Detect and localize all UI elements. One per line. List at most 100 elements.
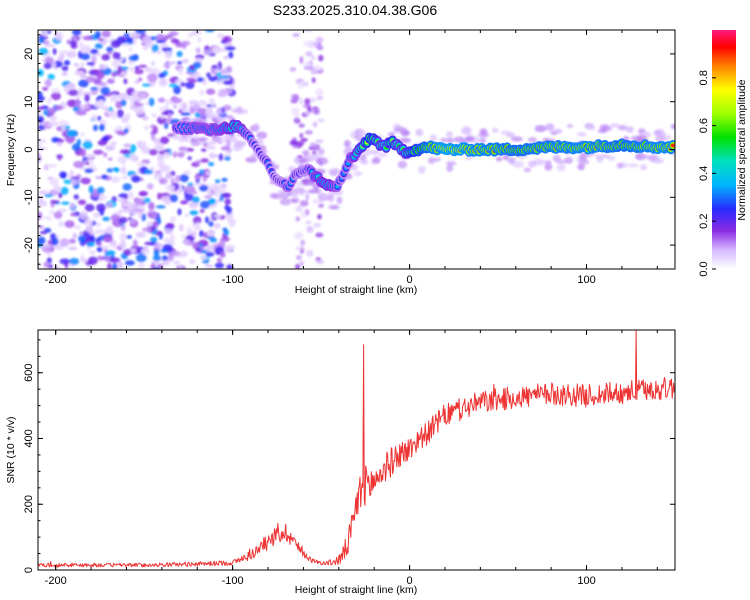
noise-speckle (78, 40, 84, 50)
noise-speckle (70, 178, 78, 186)
noise-speckle (224, 46, 236, 51)
halo-speckle (534, 125, 547, 133)
noise-speckle (152, 125, 158, 135)
noise-band-speckle (305, 220, 312, 225)
noise-speckle (208, 204, 217, 209)
noise-speckle (117, 198, 128, 203)
noise-speckle (70, 212, 77, 217)
noise-speckle (186, 227, 192, 236)
noise-speckle (78, 79, 89, 88)
noise-speckle (72, 232, 78, 239)
noise-speckle (38, 111, 42, 117)
snr-frame (37, 329, 676, 571)
noise-speckle (57, 154, 62, 161)
noise-speckle (120, 99, 127, 107)
noise-speckle (59, 238, 70, 247)
noise-speckle (164, 122, 169, 130)
halo-speckle (321, 194, 329, 199)
noise-speckle (110, 242, 118, 249)
halo-speckle (628, 163, 639, 168)
halo-speckle (293, 157, 301, 164)
noise-speckle (92, 212, 100, 219)
y-tick-label: -20 (23, 237, 35, 253)
noise-speckle (113, 168, 120, 173)
noise-speckle (110, 39, 121, 48)
noise-speckle (89, 49, 99, 55)
noise-band (289, 30, 325, 269)
noise-speckle (43, 62, 52, 70)
noise-speckle (43, 216, 53, 220)
noise-speckle (116, 130, 125, 136)
noise-speckle (189, 259, 196, 264)
halo-speckle (578, 159, 590, 165)
spectral-ridge (171, 119, 675, 193)
halo-speckle (625, 126, 634, 133)
noise-speckle (203, 106, 211, 115)
noise-speckle (123, 143, 132, 148)
noise-speckle (206, 187, 211, 196)
noise-speckle (182, 170, 191, 175)
noise-speckle (96, 255, 105, 261)
noise-speckle (205, 244, 211, 253)
noise-speckle (134, 106, 145, 116)
noise-speckle (125, 37, 134, 42)
noise-band-speckle (295, 216, 301, 222)
noise-speckle (73, 160, 85, 169)
noise-speckle (105, 250, 116, 256)
noise-speckle (164, 34, 173, 39)
noise-speckle (93, 149, 104, 155)
noise-speckle (61, 71, 68, 76)
noise-speckle (126, 95, 133, 101)
noise-speckle (196, 77, 204, 83)
noise-speckle (106, 78, 115, 84)
noise-speckle (125, 112, 131, 121)
noise-speckle (53, 104, 64, 111)
noise-speckle (221, 192, 232, 199)
halo-speckle (214, 117, 224, 124)
noise-band-speckle (317, 213, 322, 220)
noise-speckle (96, 203, 106, 212)
noise-speckle (199, 184, 209, 192)
noise-speckle (150, 132, 156, 141)
noise-speckle (169, 194, 178, 203)
noise-speckle (188, 100, 199, 104)
noise-speckle (130, 218, 136, 225)
noise-band-speckle (290, 197, 300, 204)
snr-y-axis: 0 200 400 600 (23, 339, 675, 573)
noise-speckle (226, 264, 233, 269)
noise-speckle (151, 113, 158, 118)
noise-speckle (38, 196, 43, 203)
noise-speckle (92, 124, 99, 132)
noise-speckle (215, 80, 225, 85)
noise-speckle (44, 43, 55, 48)
noise-speckle (220, 145, 231, 151)
y-tick-label: 10 (23, 96, 35, 108)
noise-speckle (133, 197, 140, 203)
noise-speckle (48, 120, 59, 127)
noise-speckle (214, 262, 225, 269)
noise-speckle (158, 177, 168, 185)
noise-speckle (135, 30, 146, 34)
snr-y-axis-title: SNR (10 * v/v) (5, 416, 17, 483)
noise-speckle (58, 192, 63, 199)
noise-speckle (97, 139, 108, 146)
noise-speckle (90, 87, 99, 91)
noise-speckle (144, 67, 152, 73)
halo-speckle (479, 128, 488, 135)
y-tick-label: -10 (23, 189, 35, 205)
noise-speckle (47, 73, 55, 81)
noise-band-speckle (313, 65, 322, 71)
noise-speckle (129, 66, 134, 72)
halo-speckle (655, 134, 666, 143)
x-tick-label: 0 (407, 575, 413, 587)
noise-speckle (175, 175, 181, 183)
noise-band-speckle (295, 263, 301, 269)
noise-speckle (153, 242, 163, 249)
noise-band-speckle (299, 56, 304, 64)
noise-band-speckle (306, 226, 314, 233)
noise-band-speckle (303, 40, 309, 47)
noise-speckle (138, 92, 148, 98)
noise-speckle (169, 233, 176, 242)
noise-speckle (42, 30, 48, 37)
halo-speckle (544, 163, 553, 171)
